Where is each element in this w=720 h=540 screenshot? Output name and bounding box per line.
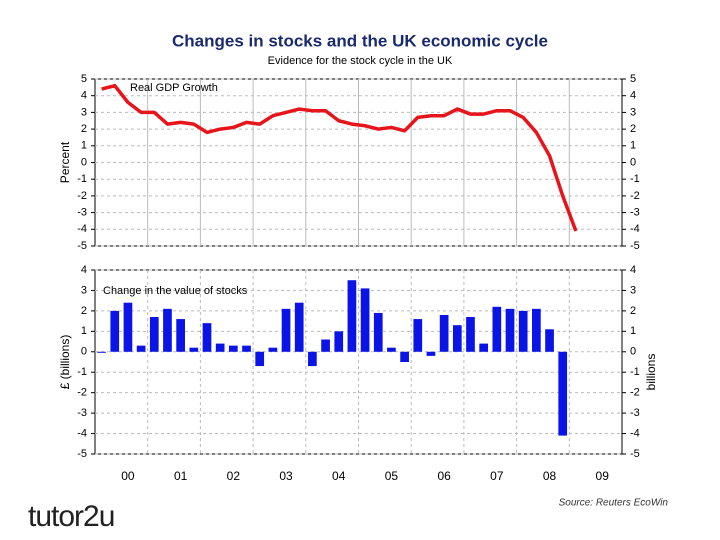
y2-tick-label: 3: [630, 284, 636, 296]
y-tick-label: -3: [77, 407, 87, 419]
bar: [97, 351, 106, 353]
bar: [202, 323, 212, 352]
x-tick-label: 06: [437, 469, 451, 483]
y-tick-label: 5: [81, 73, 87, 85]
x-tick-label: 01: [174, 469, 188, 483]
y-tick-label: -1: [77, 366, 87, 378]
y2-tick-label: 2: [630, 305, 636, 317]
bar: [479, 343, 489, 352]
chart-title: Changes in stocks and the UK economic cy…: [172, 31, 548, 50]
x-tick-label: 04: [332, 469, 346, 483]
bar: [558, 351, 568, 436]
y-tick-label: -1: [77, 173, 87, 185]
y2-axis-label: billions: [644, 354, 658, 391]
bar: [136, 345, 146, 352]
source: Source: Reuters EcoWin: [559, 498, 669, 509]
y-tick-label: 4: [81, 90, 87, 102]
x-tick-label: 05: [385, 469, 399, 483]
x-tick-label: 00: [121, 469, 135, 483]
bar: [532, 308, 541, 352]
y-axis-label: £ (billions): [58, 335, 72, 390]
bar: [308, 351, 317, 367]
y2-tick-label: 3: [630, 106, 636, 118]
y2-tick-label: -4: [630, 427, 640, 439]
y-axis-label: Percent: [58, 141, 72, 183]
bar: [466, 317, 475, 352]
bar: [518, 310, 528, 352]
y-tick-label: 1: [81, 325, 87, 337]
y-tick-label: -4: [77, 427, 87, 439]
x-tick-label: 02: [227, 469, 241, 483]
y2-tick-label: 5: [630, 73, 636, 85]
legend-label: Change in the value of stocks: [103, 285, 248, 297]
y-tick-label: 2: [81, 305, 87, 317]
bar: [387, 347, 396, 352]
bar: [360, 288, 370, 352]
x-tick-label: 07: [490, 469, 504, 483]
y2-tick-label: 0: [630, 156, 636, 168]
y-tick-label: 3: [81, 284, 87, 296]
y-tick-label: -2: [77, 190, 87, 202]
bar: [426, 351, 436, 356]
bar: [110, 310, 120, 352]
y-tick-label: 3: [81, 106, 87, 118]
y2-tick-label: -5: [630, 448, 640, 460]
bar: [413, 319, 423, 352]
y2-tick-label: 4: [630, 264, 636, 276]
bar: [255, 351, 265, 367]
bar: [242, 345, 251, 352]
y-tick-label: -2: [77, 387, 87, 399]
y2-tick-label: 1: [630, 140, 636, 152]
y-tick-label: 2: [81, 123, 87, 135]
y2-tick-label: -3: [630, 407, 640, 419]
y-tick-label: -3: [77, 207, 87, 219]
bar: [215, 343, 225, 352]
y-tick-label: -4: [77, 223, 87, 235]
y-tick-label: -5: [77, 240, 87, 252]
bar: [321, 339, 330, 352]
bar: [400, 351, 409, 362]
bar: [347, 280, 357, 352]
y2-tick-label: 1: [630, 325, 636, 337]
bar: [452, 325, 462, 352]
line: [101, 83, 578, 232]
bar: [545, 329, 554, 352]
y2-tick-label: 0: [630, 346, 636, 358]
x-tick-label: 03: [279, 469, 293, 483]
bar: [281, 308, 291, 352]
y2-tick-label: -2: [630, 387, 640, 399]
y-tick-label: 0: [81, 346, 87, 358]
chart-subtitle: Evidence for the stock cycle in the UK: [268, 55, 453, 67]
bar: [149, 317, 159, 352]
x-tick-label: 09: [596, 469, 610, 483]
y2-tick-label: 2: [630, 123, 636, 135]
y2-tick-label: -2: [630, 190, 640, 202]
bar: [505, 308, 515, 352]
bar: [163, 308, 172, 352]
y2-tick-label: -5: [630, 240, 640, 252]
bar: [228, 345, 238, 352]
y-tick-label: 4: [81, 264, 87, 276]
bar: [294, 302, 304, 352]
y2-tick-label: -1: [630, 366, 640, 378]
y-tick-label: -5: [77, 448, 87, 460]
bar: [373, 312, 383, 352]
y2-tick-label: -4: [630, 223, 640, 235]
y2-tick-label: -1: [630, 173, 640, 185]
bar: [334, 331, 344, 352]
bar: [123, 302, 133, 352]
bar: [176, 319, 185, 352]
x-tick-label: 08: [543, 469, 557, 483]
y2-tick-label: 4: [630, 90, 636, 102]
y-tick-label: 1: [81, 140, 87, 152]
bar: [268, 347, 278, 352]
bar: [492, 306, 502, 352]
bar: [439, 314, 449, 352]
logo: tutor2u: [28, 500, 114, 533]
legend-label: Real GDP Growth: [130, 82, 218, 94]
y2-tick-label: -3: [630, 207, 640, 219]
y-tick-label: 0: [81, 156, 87, 168]
bar: [189, 347, 199, 352]
